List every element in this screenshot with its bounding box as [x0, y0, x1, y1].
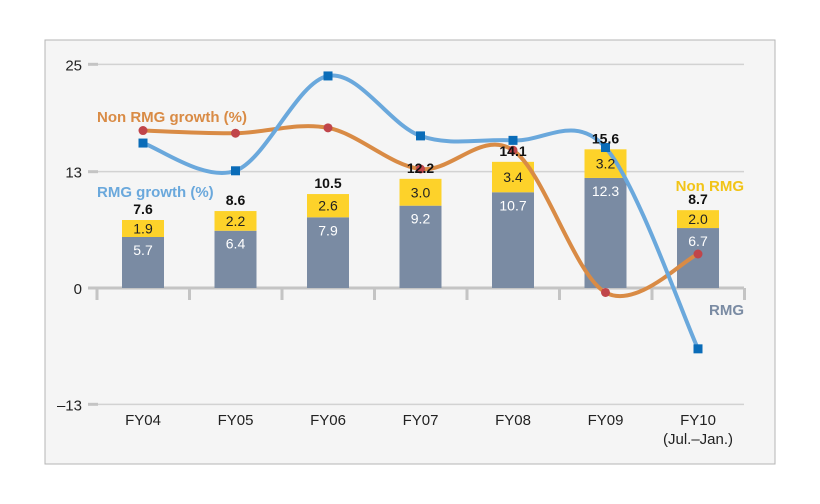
bar-total-label: 10.5 [314, 175, 341, 191]
bar-label-non-rmg: 2.2 [226, 213, 246, 229]
marker-rmg-growth [416, 131, 425, 141]
bar-label-non-rmg: 2.6 [318, 198, 338, 214]
bar-label-rmg: 6.4 [226, 236, 246, 252]
bar-non-rmg [399, 178, 442, 206]
bar-rmg [122, 237, 164, 288]
marker-non-rmg-growth [601, 287, 610, 297]
x-tick-label: FY10 [680, 412, 716, 429]
x-tick-label: FY08 [495, 412, 531, 429]
marker-rmg-growth [601, 143, 610, 153]
x-tick-sublabel: (Jul.–Jan.) [663, 431, 733, 448]
bar-non-rmg [307, 194, 349, 218]
bar-total-label: 15.6 [592, 130, 619, 146]
marker-rmg-growth [508, 135, 518, 145]
marker-non-rmg-growth [138, 126, 148, 136]
legend-label: Non RMG [676, 178, 744, 195]
bar-label-non-rmg: 3.0 [411, 184, 431, 200]
marker-non-rmg-growth [508, 145, 518, 155]
marker-rmg-growth [231, 166, 240, 176]
bar-label-rmg: 5.7 [133, 242, 153, 258]
marker-rmg-growth [323, 71, 333, 81]
bar-label-non-rmg: 3.2 [596, 156, 616, 172]
bar-label-non-rmg: 1.9 [133, 221, 153, 237]
y-tick-label: 13 [65, 165, 82, 182]
bar-non-rmg [122, 220, 164, 237]
bar-total-label: 8.7 [688, 191, 708, 207]
bar-rmg [584, 177, 627, 288]
y-tick-label: 0 [74, 281, 82, 298]
bar-label-rmg: 9.2 [411, 211, 431, 227]
bar-rmg [214, 230, 257, 288]
bar-total-label: 8.6 [226, 192, 246, 208]
bar-label-non-rmg: 3.4 [503, 169, 523, 185]
x-tick-label: FY07 [403, 412, 439, 429]
marker-non-rmg-growth [693, 249, 703, 259]
legend-label: RMG growth (%) [97, 184, 214, 201]
bar-label-rmg: 10.7 [499, 197, 526, 213]
marker-rmg-growth [138, 138, 148, 148]
bar-non-rmg [677, 210, 719, 229]
x-tick-label: FY05 [218, 412, 254, 429]
legend-label: Non RMG growth (%) [97, 109, 247, 126]
marker-non-rmg-growth [231, 128, 240, 138]
bar-label-rmg: 6.7 [688, 233, 708, 249]
x-tick-label: FY06 [310, 412, 346, 429]
bar-rmg [307, 217, 349, 288]
legend-label: RMG [709, 302, 744, 319]
marker-non-rmg-growth [323, 123, 333, 133]
bar-total-label: 12.2 [407, 160, 434, 176]
marker-rmg-growth [693, 344, 703, 354]
bar-total-label: 7.6 [133, 201, 153, 217]
bar-label-rmg: 7.9 [318, 222, 338, 238]
bar-rmg [492, 192, 534, 288]
bar-non-rmg [584, 149, 627, 178]
bar-label-rmg: 12.3 [592, 183, 619, 199]
bar-total-label: 14.1 [499, 143, 526, 159]
bar-label-non-rmg: 2.0 [688, 211, 708, 227]
bar-non-rmg [214, 211, 257, 231]
bar-rmg [399, 205, 442, 288]
x-tick-label: FY04 [125, 412, 161, 429]
x-tick-label: FY09 [588, 412, 624, 429]
y-tick-label: –13 [57, 397, 82, 414]
y-tick-label: 25 [65, 57, 82, 74]
marker-non-rmg-growth [416, 164, 425, 174]
